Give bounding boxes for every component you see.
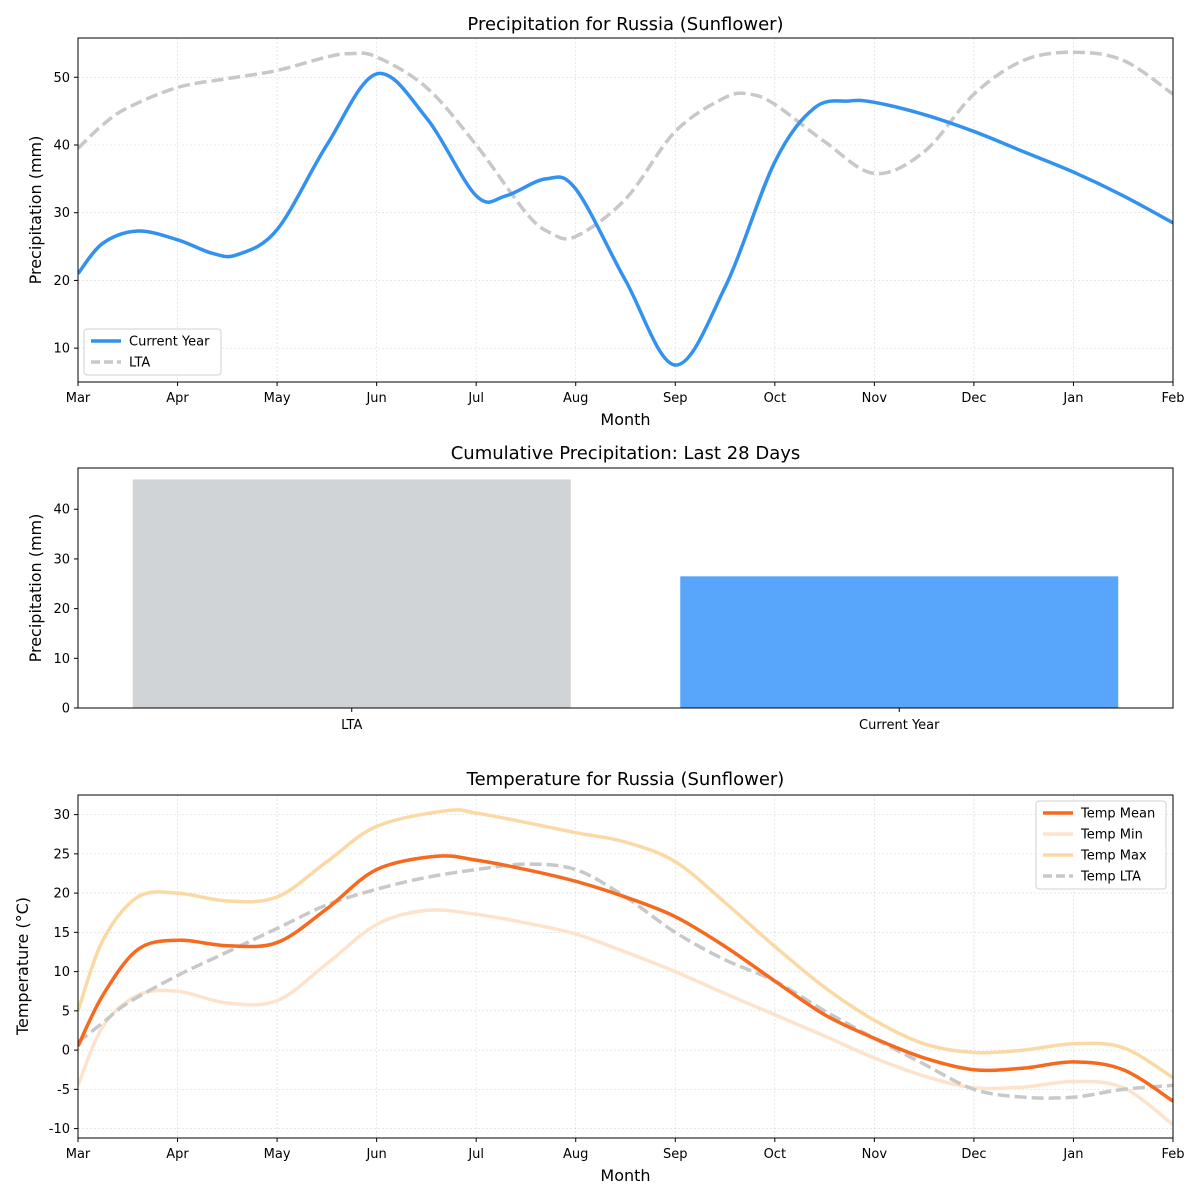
legend-label-temp-mean: Temp Mean xyxy=(1080,807,1155,822)
series-line-lta xyxy=(78,50,1173,241)
x-tick-label: Mar xyxy=(66,391,91,406)
y-tick-label: 10 xyxy=(53,652,70,667)
plot-area xyxy=(77,37,1174,383)
x-tick-label: Oct xyxy=(764,391,786,406)
y-tick-label: 5 xyxy=(62,1004,70,1019)
series-group xyxy=(78,50,1173,367)
y-tick-label: 20 xyxy=(53,887,70,902)
legend-label-temp-min: Temp Min xyxy=(1080,828,1143,843)
x-tick-label: Jun xyxy=(365,1147,386,1162)
x-axis: Mar Apr May Jun Jul Aug Sep Oct Nov Dec Jan Feb xyxy=(66,1138,1185,1162)
y-axis: 0 10 20 30 40 xyxy=(53,503,78,717)
x-tick-label: Oct xyxy=(764,1147,786,1162)
y-tick-label: 20 xyxy=(53,274,70,289)
chart-title: Cumulative Precipitation: Last 28 Days xyxy=(451,443,801,464)
y-axis-label: Precipitation (mm) xyxy=(26,514,45,663)
y-axis: -10 -5 0 5 10 15 20 25 30 xyxy=(49,808,78,1137)
y-tick-label: 50 xyxy=(53,71,70,86)
y-tick-label: 10 xyxy=(53,965,70,980)
x-tick-label: Jun xyxy=(365,391,386,406)
y-tick-label: 10 xyxy=(53,342,70,357)
x-tick-label: Jan xyxy=(1062,391,1083,406)
series-line-temp-max xyxy=(78,808,1173,1080)
plot-area xyxy=(77,467,1174,709)
x-axis: Mar Apr May Jun Jul Aug Sep Oct Nov Dec Jan Feb xyxy=(66,382,1185,406)
x-tick-label: Feb xyxy=(1161,391,1184,406)
x-tick-label: Feb xyxy=(1161,1147,1184,1162)
y-tick-label: -5 xyxy=(57,1083,70,1098)
legend-label-temp-max: Temp Max xyxy=(1080,849,1147,864)
bar-current-year xyxy=(680,576,1119,708)
x-tick-label: Apr xyxy=(166,391,189,406)
legend-label-lta: LTA xyxy=(129,356,150,371)
grid xyxy=(77,38,1174,382)
bar-lta xyxy=(132,479,571,708)
y-tick-label: 30 xyxy=(53,206,70,221)
legend: Current Year LTA xyxy=(83,328,222,376)
x-tick-label: Current Year xyxy=(859,718,940,733)
x-tick-label: Dec xyxy=(961,1147,986,1162)
bars-group xyxy=(132,479,1119,708)
x-tick-label: May xyxy=(264,391,291,406)
x-tick-label: May xyxy=(264,1147,291,1162)
legend-label-current-year: Current Year xyxy=(129,335,210,350)
series-line-temp-mean xyxy=(78,854,1173,1103)
x-tick-label: Jul xyxy=(467,1147,484,1162)
series-line-current-year xyxy=(78,71,1173,367)
x-tick-label: Mar xyxy=(66,1147,91,1162)
y-tick-label: 30 xyxy=(53,808,70,823)
x-tick-label: LTA xyxy=(341,718,362,733)
x-axis: LTA Current Year xyxy=(341,708,940,733)
y-axis-label: Precipitation (mm) xyxy=(26,136,45,285)
series-group xyxy=(78,808,1173,1127)
x-tick-label: Nov xyxy=(862,1147,888,1162)
x-tick-label: Sep xyxy=(663,1147,688,1162)
y-tick-label: 25 xyxy=(53,847,70,862)
y-tick-label: 30 xyxy=(53,552,70,567)
y-axis: 10 20 30 40 50 xyxy=(53,71,78,357)
series-line-temp-min xyxy=(78,908,1173,1127)
y-tick-label: 0 xyxy=(62,702,70,717)
x-tick-label: Aug xyxy=(563,391,588,406)
y-tick-label: -10 xyxy=(49,1122,70,1137)
y-tick-label: 15 xyxy=(53,926,70,941)
x-tick-label: Jan xyxy=(1062,1147,1083,1162)
x-tick-label: Apr xyxy=(166,1147,189,1162)
temperature-line-chart: Temperature for Russia (Sunflower) Mar Ap… xyxy=(13,769,1185,1185)
y-axis-label: Temperature (°C) xyxy=(13,897,32,1036)
precipitation-line-chart: Precipitation for Russia (Sunflower) Mar… xyxy=(26,14,1185,429)
chart-title: Precipitation for Russia (Sunflower) xyxy=(467,14,783,35)
x-axis-label: Month xyxy=(600,410,650,429)
legend-label-temp-lta: Temp LTA xyxy=(1080,870,1141,885)
x-axis-label: Month xyxy=(600,1166,650,1185)
legend: Temp Mean Temp Min Temp Max Temp LTA xyxy=(1035,800,1167,890)
legend-box xyxy=(1035,800,1167,890)
x-tick-label: Sep xyxy=(663,391,688,406)
y-tick-label: 20 xyxy=(53,602,70,617)
x-tick-label: Dec xyxy=(961,391,986,406)
series-line-temp-lta xyxy=(78,862,1173,1100)
x-tick-label: Jul xyxy=(467,391,484,406)
x-tick-label: Aug xyxy=(563,1147,588,1162)
chart-title: Temperature for Russia (Sunflower) xyxy=(466,769,785,790)
cumulative-precipitation-bar-chart: Cumulative Precipitation: Last 28 Days L… xyxy=(26,443,1174,733)
y-tick-label: 40 xyxy=(53,138,70,153)
x-tick-label: Nov xyxy=(862,391,888,406)
plot-area xyxy=(77,794,1174,1139)
y-tick-label: 0 xyxy=(62,1044,70,1059)
y-tick-label: 40 xyxy=(53,503,70,518)
